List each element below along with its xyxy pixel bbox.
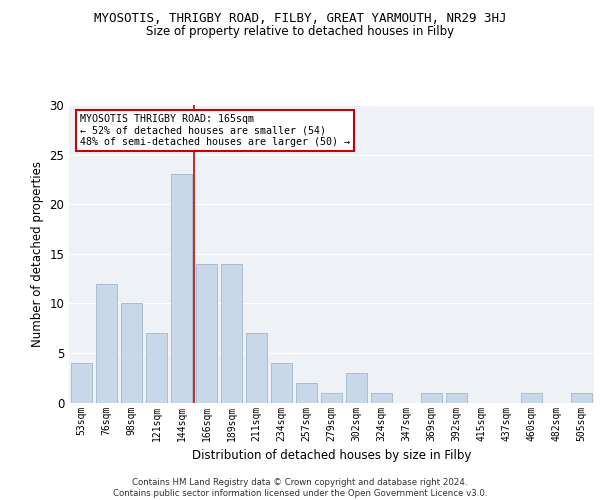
Bar <box>421 392 442 402</box>
Bar <box>571 392 592 402</box>
Bar <box>146 333 167 402</box>
Bar <box>96 284 117 403</box>
Bar <box>321 392 342 402</box>
Bar <box>521 392 542 402</box>
Bar <box>446 392 467 402</box>
Bar <box>246 333 267 402</box>
Bar <box>121 304 142 402</box>
Bar <box>71 363 92 403</box>
Bar <box>221 264 242 402</box>
X-axis label: Distribution of detached houses by size in Filby: Distribution of detached houses by size … <box>192 449 471 462</box>
Bar <box>296 382 317 402</box>
Bar <box>196 264 217 402</box>
Text: Contains HM Land Registry data © Crown copyright and database right 2024.
Contai: Contains HM Land Registry data © Crown c… <box>113 478 487 498</box>
Text: MYOSOTIS THRIGBY ROAD: 165sqm
← 52% of detached houses are smaller (54)
48% of s: MYOSOTIS THRIGBY ROAD: 165sqm ← 52% of d… <box>79 114 349 147</box>
Bar <box>346 373 367 402</box>
Bar <box>171 174 192 402</box>
Text: Size of property relative to detached houses in Filby: Size of property relative to detached ho… <box>146 25 454 38</box>
Y-axis label: Number of detached properties: Number of detached properties <box>31 161 44 347</box>
Text: MYOSOTIS, THRIGBY ROAD, FILBY, GREAT YARMOUTH, NR29 3HJ: MYOSOTIS, THRIGBY ROAD, FILBY, GREAT YAR… <box>94 12 506 26</box>
Bar <box>271 363 292 403</box>
Bar <box>371 392 392 402</box>
